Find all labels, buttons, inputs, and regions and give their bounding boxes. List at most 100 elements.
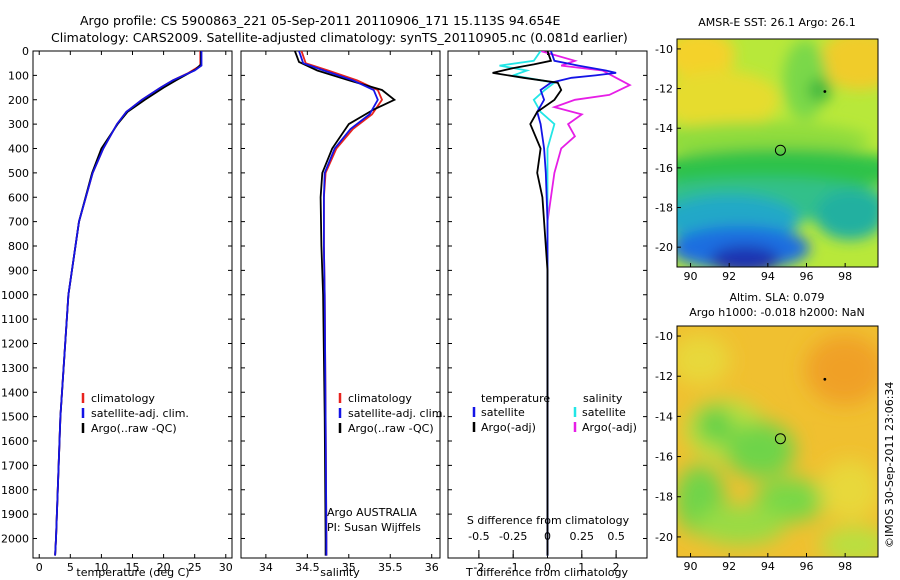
sla-map-title: Altim. SLA: 0.079	[729, 291, 824, 304]
depth-tick-label: 0	[22, 45, 29, 58]
sla-map-y-tick-label: -14	[655, 410, 673, 423]
sst-map-float-position-marker	[774, 144, 786, 156]
sla-map-y-tick-label: -16	[655, 451, 673, 464]
depth-tick-label: 800	[8, 240, 29, 253]
difference-legend-salinity-argo: Argo(-adj)	[582, 421, 637, 434]
sla-map-dot-marker	[823, 377, 827, 381]
difference-legend-temperature-argo: Argo(-adj)	[481, 421, 536, 434]
difference-s-tick-label: -0.25	[499, 530, 527, 543]
salinity-plot-frame	[240, 50, 441, 559]
difference-legend-salinity-satellite: satellite	[582, 406, 626, 419]
difference-legend-temperature-satellite: satellite	[481, 406, 525, 419]
difference-x-tick-label: 1	[578, 561, 585, 574]
difference-legend-temperature-heading: temperature	[481, 392, 550, 405]
temperature-x-tick-label: 20	[157, 561, 171, 574]
temperature-x-tick-label: 0	[36, 561, 43, 574]
sst-map-x-tick-label: 96	[799, 270, 813, 283]
temperature-series-climatology	[54, 51, 202, 556]
difference-x-tick-label: -2	[473, 561, 484, 574]
depth-tick-label: 1200	[1, 338, 29, 351]
sla-map-x-tick-label: 98	[838, 560, 852, 573]
sst-map-x-tick-label: 92	[722, 270, 736, 283]
difference-s-tick-label: 0.25	[570, 530, 595, 543]
difference-series-temperature-satellite	[536, 51, 617, 556]
salinity-legend-label: Argo(..raw -QC)	[348, 422, 434, 435]
sst-map-x-tick-label: 98	[838, 270, 852, 283]
depth-tick-label: 400	[8, 143, 29, 156]
salinity-x-tick-label: 35	[342, 561, 356, 574]
depth-tick-label: 900	[8, 264, 29, 277]
depth-tick-label: 1600	[1, 435, 29, 448]
depth-tick-label: 1800	[1, 484, 29, 497]
sla-map-x-tick-label: 94	[761, 560, 775, 573]
sla-map-x-tick-label: 96	[799, 560, 813, 573]
depth-tick-label: 1900	[1, 508, 29, 521]
temperature-plot-frame	[32, 50, 233, 559]
sst-map-x-tick-label: 94	[761, 270, 775, 283]
difference-legend-salinity-heading: salinity	[583, 392, 623, 405]
sst-map-y-tick-label: -20	[655, 241, 673, 254]
temperature-series-argo-raw-qc-	[54, 51, 202, 556]
sla-map-subtitle: Argo h1000: -0.018 h2000: NaN	[689, 306, 865, 319]
depth-tick-label: 500	[8, 167, 29, 180]
sla-map-x-tick-label: 90	[684, 560, 698, 573]
depth-tick-label: 100	[8, 69, 29, 82]
difference-s-tick-label: 0.5	[607, 530, 625, 543]
salinity-legend-label: climatology	[348, 392, 412, 405]
salinity-x-tick-label: 34	[259, 561, 273, 574]
figure-title-line2: Climatology: CARS2009. Satellite-adjuste…	[51, 30, 628, 45]
imos-timestamp: ©IMOS 30-Sep-2011 23:06:34	[883, 382, 896, 548]
sst-map-y-tick-label: -18	[655, 202, 673, 215]
sst-map-frame	[676, 38, 879, 268]
sla-map: Altim. SLA: 0.079 Argo h1000: -0.018 h20…	[655, 291, 879, 573]
sst-map-y-tick-label: -12	[655, 83, 673, 96]
difference-x-tick-label: -1	[508, 561, 519, 574]
depth-tick-label: 600	[8, 191, 29, 204]
temperature-legend-label: satellite-adj. clim.	[91, 407, 189, 420]
sst-map-title: AMSR-E SST: 26.1 Argo: 26.1	[698, 16, 856, 29]
temperature-series-satellite-adj-clim-	[54, 51, 203, 556]
temperature-legend-label: Argo(..raw -QC)	[91, 422, 177, 435]
temperature-x-axis-label: temperature (deg C)	[76, 566, 189, 579]
sla-map-y-tick-label: -12	[655, 370, 673, 383]
difference-x-tick-label: 0	[544, 561, 551, 574]
difference-series-salinity-satellite	[499, 51, 557, 556]
sst-map: AMSR-E SST: 26.1 Argo: 26.1 90 92 94 96 98 -1…	[655, 16, 879, 283]
sst-map-dot-marker	[823, 90, 827, 93]
sla-map-x-tick-label: 92	[722, 560, 736, 573]
salinity-annotation-pi: PI: Susan Wijffels	[327, 521, 421, 534]
depth-tick-label: 1700	[1, 459, 29, 472]
sst-map-y-tick-label: -14	[655, 122, 673, 135]
temperature-x-tick-label: 15	[126, 561, 140, 574]
salinity-annotation-group: Argo AUSTRALIA	[327, 506, 417, 519]
difference-s-tick-label: -0.5	[468, 530, 489, 543]
salinity-x-tick-label: 36	[425, 561, 439, 574]
sst-map-x-tick-label: 90	[684, 270, 698, 283]
depth-tick-label: 700	[8, 216, 29, 229]
depth-tick-label: 1400	[1, 386, 29, 399]
depth-tick-label: 1000	[1, 289, 29, 302]
sst-map-y-tick-label: -16	[655, 162, 673, 175]
depth-tick-label: 2000	[1, 533, 29, 546]
depth-tick-label: 300	[8, 118, 29, 131]
depth-tick-label: 1100	[1, 313, 29, 326]
difference-x-axis-label: T difference from climatology	[465, 566, 628, 579]
sla-map-frame	[676, 325, 879, 558]
salinity-series-climatology	[300, 51, 384, 556]
salinity-x-tick-label: 35.5	[378, 561, 403, 574]
temperature-legend-label: climatology	[91, 392, 155, 405]
salinity-x-tick-label: 34.5	[295, 561, 320, 574]
temperature-x-tick-label: 30	[219, 561, 233, 574]
sla-map-float-position-marker	[774, 433, 786, 445]
difference-x-tick-label: 2	[613, 561, 620, 574]
depth-tick-label: 1500	[1, 411, 29, 424]
temperature-x-tick-label: 25	[188, 561, 202, 574]
temperature-x-tick-label: 10	[94, 561, 108, 574]
temperature-x-tick-label: 5	[67, 561, 74, 574]
depth-tick-label: 1300	[1, 362, 29, 375]
sla-map-y-tick-label: -18	[655, 491, 673, 504]
salinity-legend-label: satellite-adj. clim.	[348, 407, 446, 420]
sst-map-y-tick-label: -10	[655, 43, 673, 56]
difference-series-temperature-argo-adj-	[492, 51, 563, 556]
